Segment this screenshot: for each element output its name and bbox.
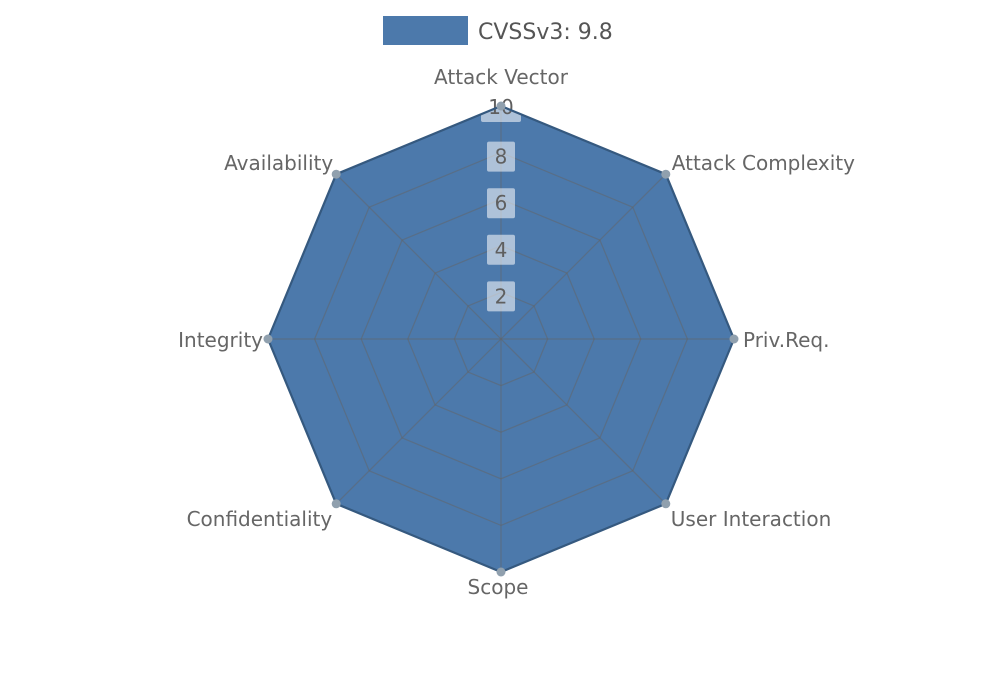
tick-label: 2: [495, 284, 508, 308]
axis-label-integrity: Integrity: [178, 328, 263, 352]
series-marker: [263, 334, 273, 344]
grid-spoke: [335, 173, 502, 340]
tick-label-box: [487, 141, 515, 172]
series-marker: [331, 169, 341, 179]
tick-labels-layer: 246810: [481, 92, 521, 312]
series-marker: [661, 499, 671, 509]
tick-label-box: [487, 234, 515, 265]
axis-labels-layer: Attack Vector Attack Complexity Priv.Req. U…: [178, 65, 855, 599]
grid-spoke: [335, 338, 502, 505]
data-outline-layer: [263, 101, 739, 577]
axis-label-attack-vector: Attack Vector: [434, 65, 569, 89]
series-marker: [496, 101, 506, 111]
series-marker: [661, 169, 671, 179]
axis-label-availability: Availability: [224, 151, 333, 175]
tick-label: 8: [495, 145, 508, 169]
legend-label: CVSSv3: 9.8: [478, 20, 613, 45]
legend: CVSSv3: 9.8: [383, 16, 613, 45]
tick-label: 4: [495, 238, 508, 262]
axis-label-confidentiality: Confidentiality: [187, 507, 333, 531]
series-marker: [729, 334, 739, 344]
grid-spoke: [500, 173, 667, 340]
tick-label-box: [487, 281, 515, 312]
legend-swatch: [383, 16, 468, 45]
tick-label-box: [487, 188, 515, 219]
axis-label-priv-req: Priv.Req.: [743, 328, 829, 352]
axis-label-scope: Scope: [468, 575, 529, 599]
axis-label-attack-complexity: Attack Complexity: [672, 151, 855, 175]
series-marker: [331, 499, 341, 509]
grid-spoke: [500, 338, 667, 505]
axis-label-user-interaction: User Interaction: [671, 507, 831, 531]
series-marker: [496, 567, 506, 577]
tick-label: 6: [495, 191, 508, 215]
